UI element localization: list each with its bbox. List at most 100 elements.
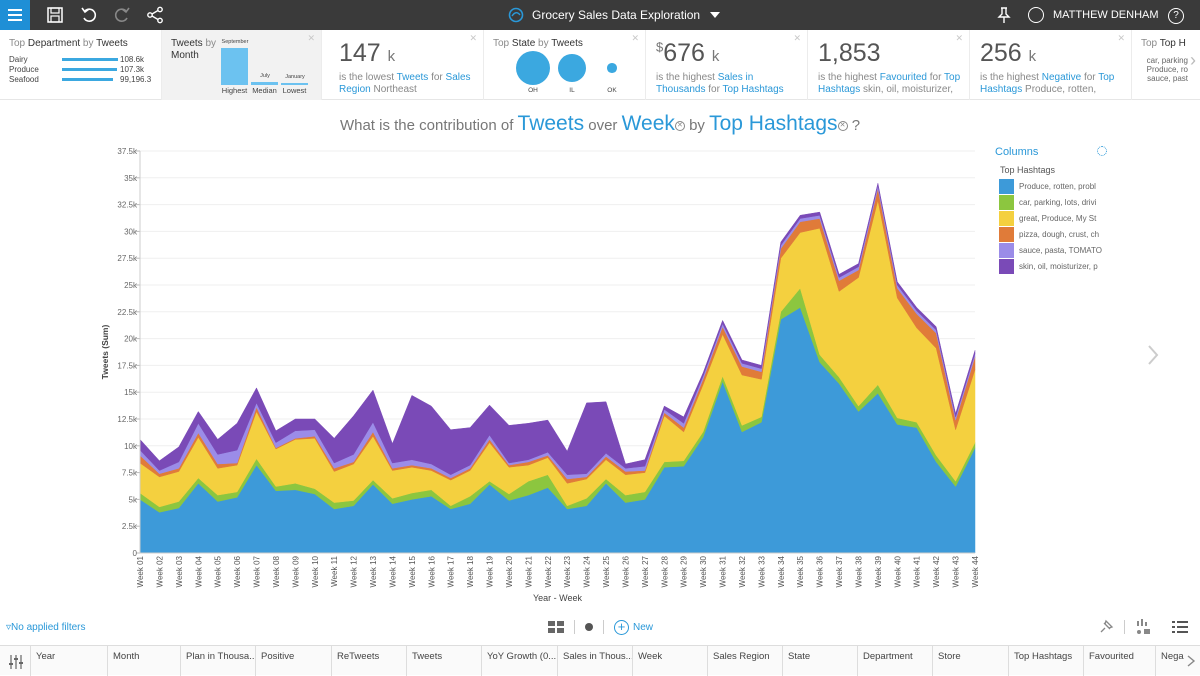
field-item[interactable]: Sales in Thous...	[557, 646, 632, 676]
share-icon[interactable]	[146, 6, 164, 24]
filters-status[interactable]: ▿No applied filters	[6, 622, 86, 633]
dot-icon[interactable]	[585, 623, 593, 631]
card-top-hashtags-partial[interactable]: Top Top H car, parking Produce, ro sauce…	[1132, 30, 1200, 100]
field-item[interactable]: Week	[632, 646, 707, 676]
x-tick-label: Week 08	[272, 555, 281, 587]
x-axis-title: Year - Week	[533, 593, 583, 603]
x-tick-label: Week 18	[466, 555, 475, 587]
card-kpi-highest-negative[interactable]: ✕ 256 k is the highest Negative for Top …	[970, 30, 1132, 100]
kpi-value: 256 k	[980, 39, 1037, 67]
field-item[interactable]: Sales Region	[707, 646, 782, 676]
field-item[interactable]: State	[782, 646, 857, 676]
legend-item[interactable]: Produce, rotten, probl	[999, 178, 1107, 194]
app-title[interactable]: Grocery Sales Data Exploration	[508, 0, 721, 30]
close-icon[interactable]: ✕	[469, 33, 477, 43]
close-icon[interactable]: ✕	[793, 33, 801, 43]
field-item[interactable]: Positive	[255, 646, 331, 676]
legend-swatch	[999, 258, 1014, 274]
card-tweets-by-month[interactable]: Tweets by Month ✕ September Highest July Me…	[162, 30, 322, 100]
remove-icon[interactable]: ✕	[837, 121, 848, 132]
legend-item[interactable]: sauce, pasta, TOMATO	[999, 242, 1107, 258]
legend-label: skin, oil, moisturizer, p	[1019, 261, 1098, 271]
field-item[interactable]: ReTweets	[331, 646, 406, 676]
list-icon[interactable]	[1172, 619, 1188, 635]
card-kpi-highest-sales[interactable]: ✕ $676 k is the highest Sales in Thousan…	[646, 30, 808, 100]
divider	[1124, 620, 1125, 634]
measure-token[interactable]: Tweets	[517, 112, 585, 135]
sliders-icon[interactable]	[8, 654, 24, 670]
remove-icon[interactable]: ✕	[674, 121, 685, 132]
legend-item[interactable]: skin, oil, moisturizer, p	[999, 258, 1107, 274]
legend-label: Produce, rotten, probl	[1019, 181, 1096, 191]
department-row[interactable]: Seafood 99,196.3	[9, 75, 159, 85]
question-text: over	[588, 117, 618, 134]
gear-icon[interactable]	[1097, 146, 1107, 156]
user-menu[interactable]: MATTHEW DENHAM	[1028, 0, 1159, 30]
chevron-right-icon[interactable]	[1146, 340, 1160, 370]
legend-swatch	[999, 242, 1014, 258]
card-kpi-lowest-tweets[interactable]: ✕ 147 k is the lowest Tweets for Sales R…	[322, 30, 484, 100]
department-row[interactable]: Produce 107.3k	[9, 65, 159, 75]
field-item[interactable]: Month	[107, 646, 180, 676]
grid-view-icon[interactable]	[548, 621, 564, 633]
y-tick-label: 12.5k	[117, 415, 138, 424]
dataset-icon	[508, 7, 524, 23]
chevron-right-icon[interactable]: ›	[1190, 50, 1196, 70]
legend-item[interactable]: great, Produce, My St	[999, 210, 1107, 226]
view-toolbar: + New	[548, 618, 653, 636]
x-tick-label: Week 07	[253, 555, 262, 587]
field-item[interactable]: Tweets	[406, 646, 481, 676]
pin-icon[interactable]	[995, 6, 1013, 24]
x-tick-label: Week 44	[971, 555, 980, 587]
chevron-down-icon[interactable]	[710, 12, 721, 18]
field-item[interactable]: Nega	[1155, 646, 1185, 676]
card-top-department[interactable]: Top Department by Tweets Dairy 108.6k Prod…	[0, 30, 162, 100]
field-item[interactable]: Favourited	[1083, 646, 1155, 676]
x-tick-label: Week 20	[505, 555, 514, 587]
legend-item[interactable]: pizza, dough, crust, ch	[999, 226, 1107, 242]
stacked-area-chart[interactable]: 0 2.5k 5k 7.5k 10k 12.5k 15k 17.5k 20k 22.5k 25k 27…	[0, 140, 990, 610]
close-icon[interactable]: ✕	[307, 33, 315, 43]
close-icon[interactable]: ✕	[1117, 33, 1125, 43]
menu-button[interactable]	[0, 0, 30, 30]
y-tick-label: 7.5k	[122, 469, 138, 478]
help-icon[interactable]: ?	[1168, 8, 1184, 24]
x-tick-label: Week 41	[913, 555, 922, 587]
field-item[interactable]: Plan in Thousa...	[180, 646, 255, 676]
state-bubble[interactable]	[607, 63, 617, 73]
redo-icon[interactable]	[113, 6, 131, 24]
state-bubble[interactable]	[558, 54, 586, 82]
field-item[interactable]: YoY Growth (0...	[481, 646, 557, 676]
field-item[interactable]: Store	[932, 646, 1008, 676]
state-label: OH	[528, 87, 538, 94]
month-bar[interactable]	[251, 82, 278, 85]
dimension-token-week[interactable]: Week	[621, 112, 675, 135]
card-line: sauce, past	[1147, 74, 1188, 83]
department-value: 99,196.3	[120, 75, 152, 84]
chevron-right-icon[interactable]	[1186, 654, 1196, 668]
dimension-token-hashtags[interactable]: Top Hashtags	[709, 112, 838, 135]
close-icon[interactable]: ✕	[631, 33, 639, 43]
area-series-6[interactable]	[139, 183, 976, 475]
chart-legend: Columns Top Hashtags Produce, rotten, pr…	[995, 146, 1107, 274]
y-tick-label: 27.5k	[117, 254, 138, 263]
card-kpi-highest-favourited[interactable]: ✕ 1,853 is the highest Favourited for To…	[808, 30, 970, 100]
field-item[interactable]: Department	[857, 646, 932, 676]
card-top-state[interactable]: Top State by Tweets ✕ OH IL OK	[484, 30, 646, 100]
month-bar[interactable]	[281, 83, 308, 85]
close-icon[interactable]: ✕	[955, 33, 963, 43]
legend-header[interactable]: Columns	[995, 146, 1039, 158]
chart-type-icon[interactable]	[1135, 618, 1153, 636]
department-row[interactable]: Dairy 108.6k	[9, 55, 159, 65]
y-tick-label: 35k	[124, 174, 138, 183]
save-icon[interactable]	[46, 6, 64, 24]
new-button[interactable]: + New	[614, 619, 653, 635]
month-bar[interactable]	[221, 48, 248, 85]
state-bubble[interactable]	[516, 51, 550, 85]
field-item[interactable]: Year	[30, 646, 107, 676]
pin-icon[interactable]	[1098, 619, 1114, 635]
undo-icon[interactable]	[80, 6, 98, 24]
legend-item[interactable]: car, parking, lots, drivi	[999, 194, 1107, 210]
question-text: by	[689, 117, 705, 134]
field-item[interactable]: Top Hashtags	[1008, 646, 1083, 676]
